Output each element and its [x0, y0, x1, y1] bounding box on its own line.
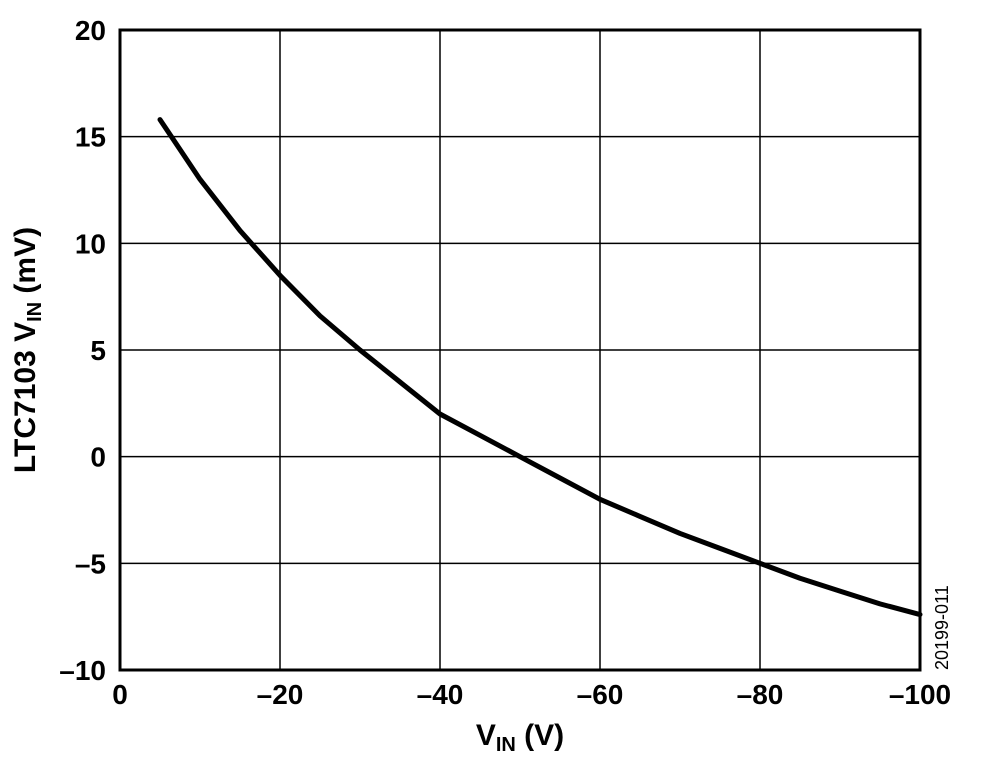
y-tick-label: 5 [90, 335, 106, 366]
y-tick-label: –10 [59, 655, 106, 686]
y-tick-label: 20 [75, 15, 106, 46]
x-tick-label: –20 [257, 679, 304, 710]
y-tick-label: 0 [90, 442, 106, 473]
figure-id-label: 20199-011 [932, 585, 952, 670]
x-tick-label: –60 [577, 679, 624, 710]
y-tick-label: –5 [75, 548, 106, 579]
x-tick-label: 0 [112, 679, 128, 710]
y-axis-label: LTC7103 VIN (mV) [9, 227, 46, 473]
line-chart: 0 –20 –40 –60 –80 –100 –10 –5 0 5 10 15 20 VIN (V) LTC… [0, 0, 992, 767]
x-axis-label: VIN (V) [476, 719, 564, 756]
x-tick-label: –100 [889, 679, 951, 710]
y-tick-label: 10 [75, 228, 106, 259]
x-tick-label: –80 [737, 679, 784, 710]
x-tick-label: –40 [417, 679, 464, 710]
y-tick-label: 15 [75, 122, 106, 153]
chart-container: 0 –20 –40 –60 –80 –100 –10 –5 0 5 10 15 20 VIN (V) LTC… [0, 0, 992, 767]
